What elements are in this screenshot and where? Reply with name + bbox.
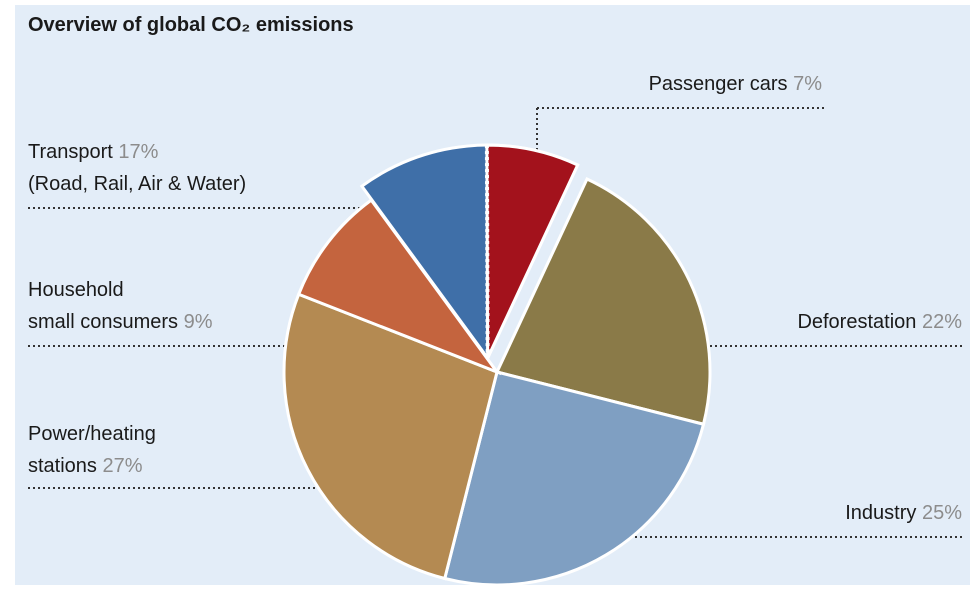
value-label: 27% bbox=[102, 455, 143, 477]
pie-slice bbox=[282, 292, 499, 581]
slice-label: Passenger cars 7% bbox=[649, 68, 822, 100]
category-label: Deforestation bbox=[797, 311, 917, 333]
pie-slice bbox=[442, 370, 706, 587]
value-label: 22% bbox=[921, 311, 962, 333]
slice-label: Transport 17% (Road, Rail, Air & Water) bbox=[28, 136, 246, 200]
value-label: 7% bbox=[793, 73, 822, 95]
slice-label: Power/heating stations 27% bbox=[28, 418, 156, 482]
annotation: (Road, Rail, Air & Water) bbox=[28, 173, 247, 195]
pie-slice bbox=[296, 198, 502, 376]
value-label: 9% bbox=[183, 311, 213, 333]
category-label: Power/heating stations bbox=[28, 423, 156, 477]
leader-lines bbox=[28, 107, 965, 538]
category-label: Industry bbox=[845, 502, 917, 524]
slice-label: Industry 25% bbox=[845, 497, 962, 529]
pie-sub-slice bbox=[485, 143, 580, 359]
category-label: Passenger cars bbox=[648, 73, 788, 95]
value-label: 25% bbox=[921, 502, 962, 524]
pie-slice bbox=[494, 176, 712, 427]
pie bbox=[282, 143, 712, 587]
slice-label: Household small consumers 9% bbox=[28, 274, 213, 338]
category-label: Household small consumers bbox=[28, 279, 179, 333]
category-label: Transport bbox=[28, 141, 113, 163]
chart-title: Overview of global CO₂ emissions bbox=[28, 14, 354, 36]
slice-label: Deforestation 22% bbox=[797, 306, 962, 338]
value-label: 17% bbox=[118, 141, 159, 163]
